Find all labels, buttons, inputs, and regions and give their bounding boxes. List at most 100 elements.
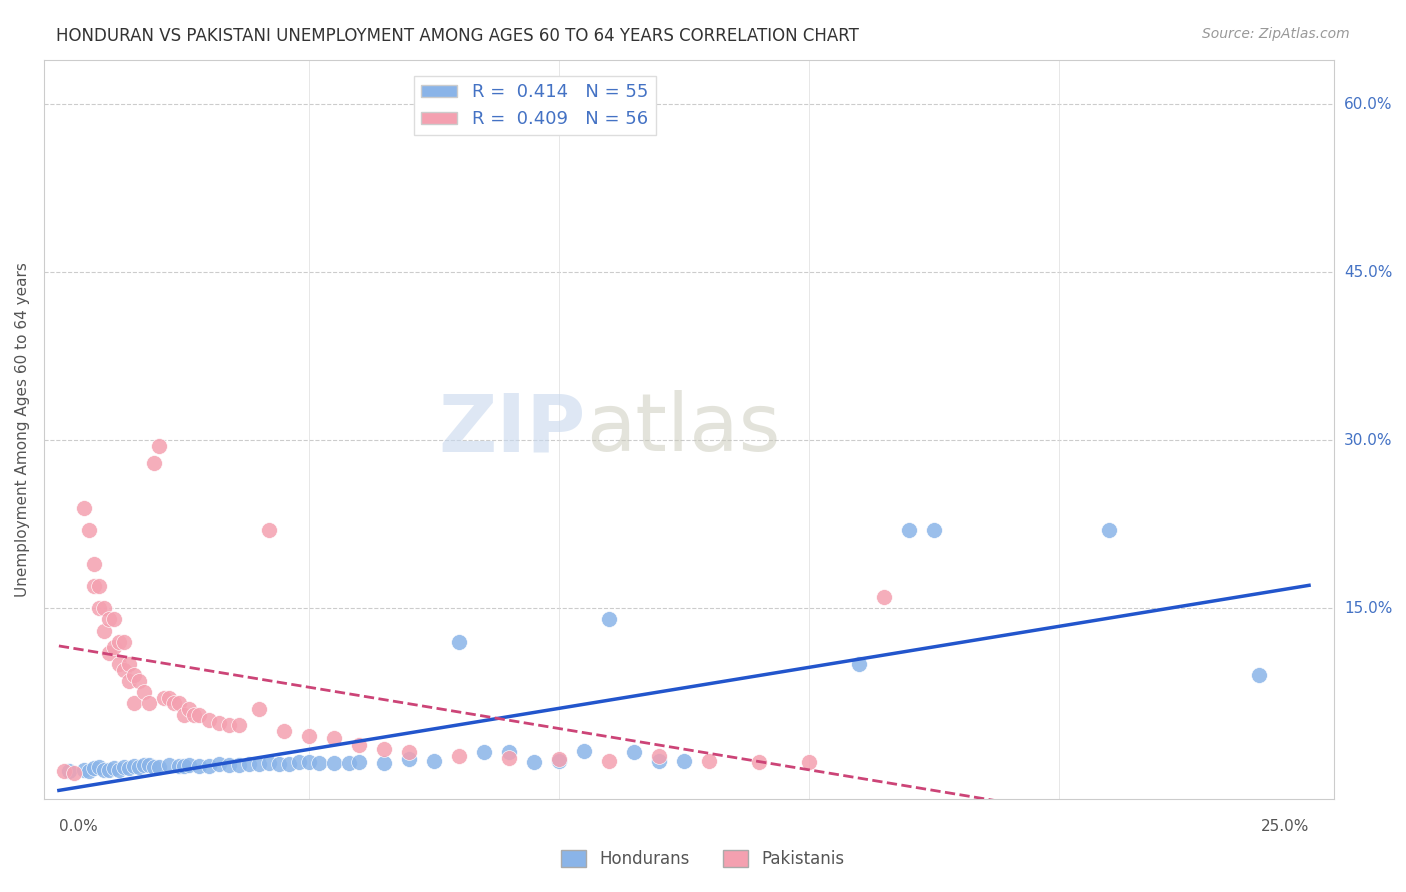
Point	[247, 702, 270, 716]
Point	[52, 764, 75, 778]
Point	[118, 657, 141, 672]
Text: 15.0%: 15.0%	[1344, 601, 1392, 615]
Point	[93, 601, 115, 615]
Point	[548, 754, 571, 768]
Point	[187, 707, 209, 722]
Point	[898, 523, 921, 537]
Point	[142, 456, 165, 470]
Point	[623, 745, 645, 759]
Legend: R =  0.414   N = 55, R =  0.409   N = 56: R = 0.414 N = 55, R = 0.409 N = 56	[415, 76, 655, 136]
Point	[218, 758, 240, 772]
Text: Source: ZipAtlas.com: Source: ZipAtlas.com	[1202, 27, 1350, 41]
Y-axis label: Unemployment Among Ages 60 to 64 years: Unemployment Among Ages 60 to 64 years	[15, 261, 30, 597]
Point	[228, 758, 250, 772]
Point	[97, 613, 120, 627]
Point	[63, 765, 86, 780]
Point	[572, 743, 595, 757]
Point	[157, 690, 180, 705]
Point	[308, 756, 330, 770]
Point	[323, 756, 346, 770]
Point	[157, 758, 180, 772]
Point	[447, 749, 470, 764]
Text: 0.0%: 0.0%	[59, 819, 97, 834]
Point	[177, 702, 200, 716]
Point	[183, 707, 205, 722]
Point	[198, 759, 221, 773]
Point	[87, 601, 110, 615]
Point	[112, 760, 135, 774]
Point	[112, 663, 135, 677]
Point	[87, 760, 110, 774]
Point	[148, 760, 170, 774]
Point	[122, 697, 145, 711]
Point	[472, 745, 495, 759]
Point	[848, 657, 870, 672]
Point	[373, 756, 395, 770]
Point	[128, 760, 150, 774]
Point	[1098, 523, 1121, 537]
Point	[93, 763, 115, 777]
Point	[498, 745, 520, 759]
Text: ZIP: ZIP	[439, 390, 586, 468]
Point	[153, 690, 176, 705]
Point	[103, 640, 125, 655]
Point	[108, 635, 131, 649]
Point	[138, 697, 160, 711]
Point	[748, 755, 770, 769]
Point	[83, 557, 105, 571]
Point	[112, 635, 135, 649]
Point	[73, 763, 96, 777]
Point	[257, 756, 280, 770]
Point	[97, 646, 120, 660]
Point	[108, 763, 131, 777]
Point	[122, 668, 145, 682]
Legend: Hondurans, Pakistanis: Hondurans, Pakistanis	[554, 843, 852, 875]
Point	[238, 756, 260, 771]
Point	[58, 764, 80, 778]
Point	[187, 759, 209, 773]
Point	[198, 713, 221, 727]
Point	[77, 764, 100, 778]
Point	[128, 674, 150, 689]
Point	[873, 590, 896, 604]
Point	[83, 761, 105, 775]
Point	[167, 697, 190, 711]
Point	[267, 756, 290, 771]
Point	[298, 729, 321, 743]
Text: HONDURAN VS PAKISTANI UNEMPLOYMENT AMONG AGES 60 TO 64 YEARS CORRELATION CHART: HONDURAN VS PAKISTANI UNEMPLOYMENT AMONG…	[56, 27, 859, 45]
Point	[108, 657, 131, 672]
Point	[273, 724, 295, 739]
Point	[337, 756, 360, 770]
Point	[548, 752, 571, 766]
Point	[97, 763, 120, 777]
Point	[208, 715, 231, 730]
Point	[103, 613, 125, 627]
Point	[323, 731, 346, 746]
Point	[118, 761, 141, 775]
Point	[142, 760, 165, 774]
Point	[218, 718, 240, 732]
Point	[423, 754, 446, 768]
Point	[148, 439, 170, 453]
Point	[922, 523, 945, 537]
Point	[167, 759, 190, 773]
Point	[138, 758, 160, 772]
Point	[498, 751, 520, 765]
Point	[1247, 668, 1270, 682]
Point	[77, 523, 100, 537]
Text: 30.0%: 30.0%	[1344, 433, 1392, 448]
Point	[257, 523, 280, 537]
Point	[672, 754, 695, 768]
Point	[118, 674, 141, 689]
Point	[173, 759, 195, 773]
Text: 45.0%: 45.0%	[1344, 265, 1392, 280]
Point	[523, 755, 546, 769]
Point	[398, 745, 420, 759]
Point	[398, 752, 420, 766]
Point	[697, 754, 720, 768]
Point	[288, 755, 311, 769]
Text: 25.0%: 25.0%	[1261, 819, 1309, 834]
Point	[163, 697, 186, 711]
Point	[347, 755, 370, 769]
Point	[277, 756, 299, 771]
